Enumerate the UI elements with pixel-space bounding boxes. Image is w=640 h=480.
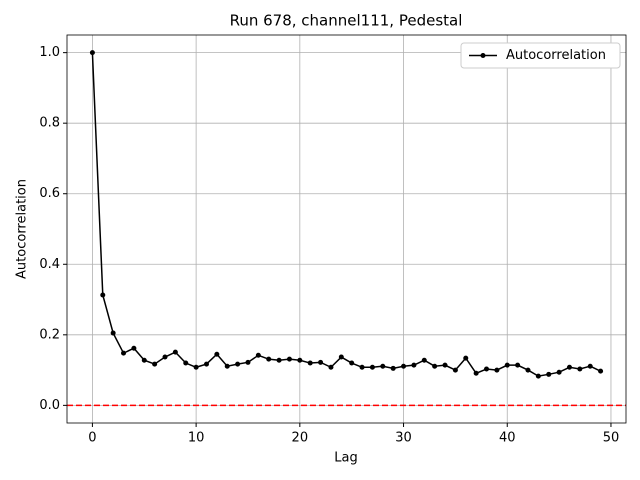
point [286, 356, 292, 362]
y-tick-label: 0.4 [39, 257, 60, 272]
point [432, 363, 438, 369]
point [318, 359, 324, 365]
point [276, 357, 282, 363]
x-tick-label: 0 [88, 431, 96, 446]
point [369, 364, 375, 370]
point [245, 359, 251, 365]
plot-frame [66, 34, 627, 424]
x-tick-label: 30 [395, 431, 412, 446]
point [255, 352, 261, 358]
point [193, 364, 199, 370]
point [556, 369, 562, 375]
x-axis-label: Lag [334, 451, 357, 466]
point [535, 373, 541, 379]
y-tick-label: 0.0 [39, 398, 60, 413]
x-tick-label: 50 [603, 431, 620, 446]
point [224, 363, 230, 369]
point [525, 367, 531, 373]
point [203, 361, 209, 367]
point [452, 367, 458, 373]
point [587, 363, 593, 369]
point [463, 355, 469, 361]
point [349, 360, 355, 366]
point [214, 351, 220, 357]
point [141, 357, 147, 363]
x-tick-label: 10 [188, 431, 205, 446]
point [390, 365, 396, 371]
line [91, 52, 601, 377]
point [172, 349, 178, 355]
point [566, 364, 572, 370]
legend-box [460, 42, 621, 69]
legend-label: Autocorrelation [506, 48, 606, 63]
point [152, 361, 158, 367]
point [411, 362, 417, 368]
point [504, 362, 510, 368]
point [484, 366, 490, 372]
x-tick-label: 40 [499, 431, 516, 446]
y-tick-label: 1.0 [39, 45, 60, 60]
point [515, 362, 521, 368]
point [89, 50, 95, 56]
point [100, 292, 106, 298]
point [401, 363, 407, 369]
y-tick-label: 0.6 [39, 186, 60, 201]
y-axis-label: Autocorrelation [15, 179, 30, 279]
legend-marker [480, 53, 486, 58]
y-tick-label: 0.8 [39, 116, 60, 131]
point [183, 360, 189, 366]
point [338, 354, 344, 360]
point [235, 361, 241, 367]
point [494, 367, 500, 373]
point [421, 357, 427, 363]
point [131, 345, 137, 351]
point [473, 370, 479, 376]
point [380, 363, 386, 369]
point [359, 364, 365, 370]
point [162, 354, 168, 360]
point [297, 357, 303, 363]
point [307, 360, 313, 366]
point [577, 366, 583, 372]
point [546, 371, 552, 377]
chart-title: Run 678, channel111, Pedestal [230, 12, 463, 30]
y-tick-label: 0.2 [39, 327, 60, 342]
point [328, 364, 334, 370]
point [110, 330, 116, 336]
point [598, 368, 604, 374]
point [442, 362, 448, 368]
x-tick-label: 20 [292, 431, 309, 446]
point [266, 356, 272, 362]
point [121, 350, 127, 356]
